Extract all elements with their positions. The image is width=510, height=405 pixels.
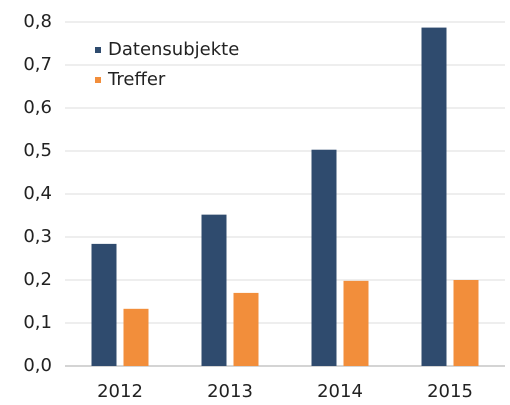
legend-marker — [95, 77, 101, 83]
x-tick-label: 2014 — [317, 381, 363, 402]
legend-label: Datensubjekte — [108, 39, 239, 60]
y-tick-label: 0,7 — [23, 54, 52, 75]
y-tick-label: 0,6 — [23, 97, 52, 118]
y-tick-label: 0,2 — [23, 269, 52, 290]
bar — [91, 243, 117, 366]
bar — [201, 214, 227, 366]
legend-marker — [95, 47, 101, 53]
y-tick-label: 0,0 — [23, 355, 52, 376]
bar — [311, 149, 337, 366]
x-tick-label: 2015 — [427, 381, 473, 402]
y-tick-label: 0,1 — [23, 312, 52, 333]
legend-label: Treffer — [107, 69, 166, 90]
bar — [123, 308, 149, 366]
bar — [453, 280, 479, 366]
y-tick-label: 0,5 — [23, 140, 52, 161]
x-tick-label: 2013 — [207, 381, 253, 402]
x-tick-label: 2012 — [97, 381, 143, 402]
y-tick-label: 0,4 — [23, 183, 52, 204]
bar — [343, 280, 369, 366]
y-tick-label: 0,8 — [23, 11, 52, 32]
bar — [233, 292, 259, 366]
bar — [421, 27, 447, 367]
y-tick-label: 0,3 — [23, 226, 52, 247]
